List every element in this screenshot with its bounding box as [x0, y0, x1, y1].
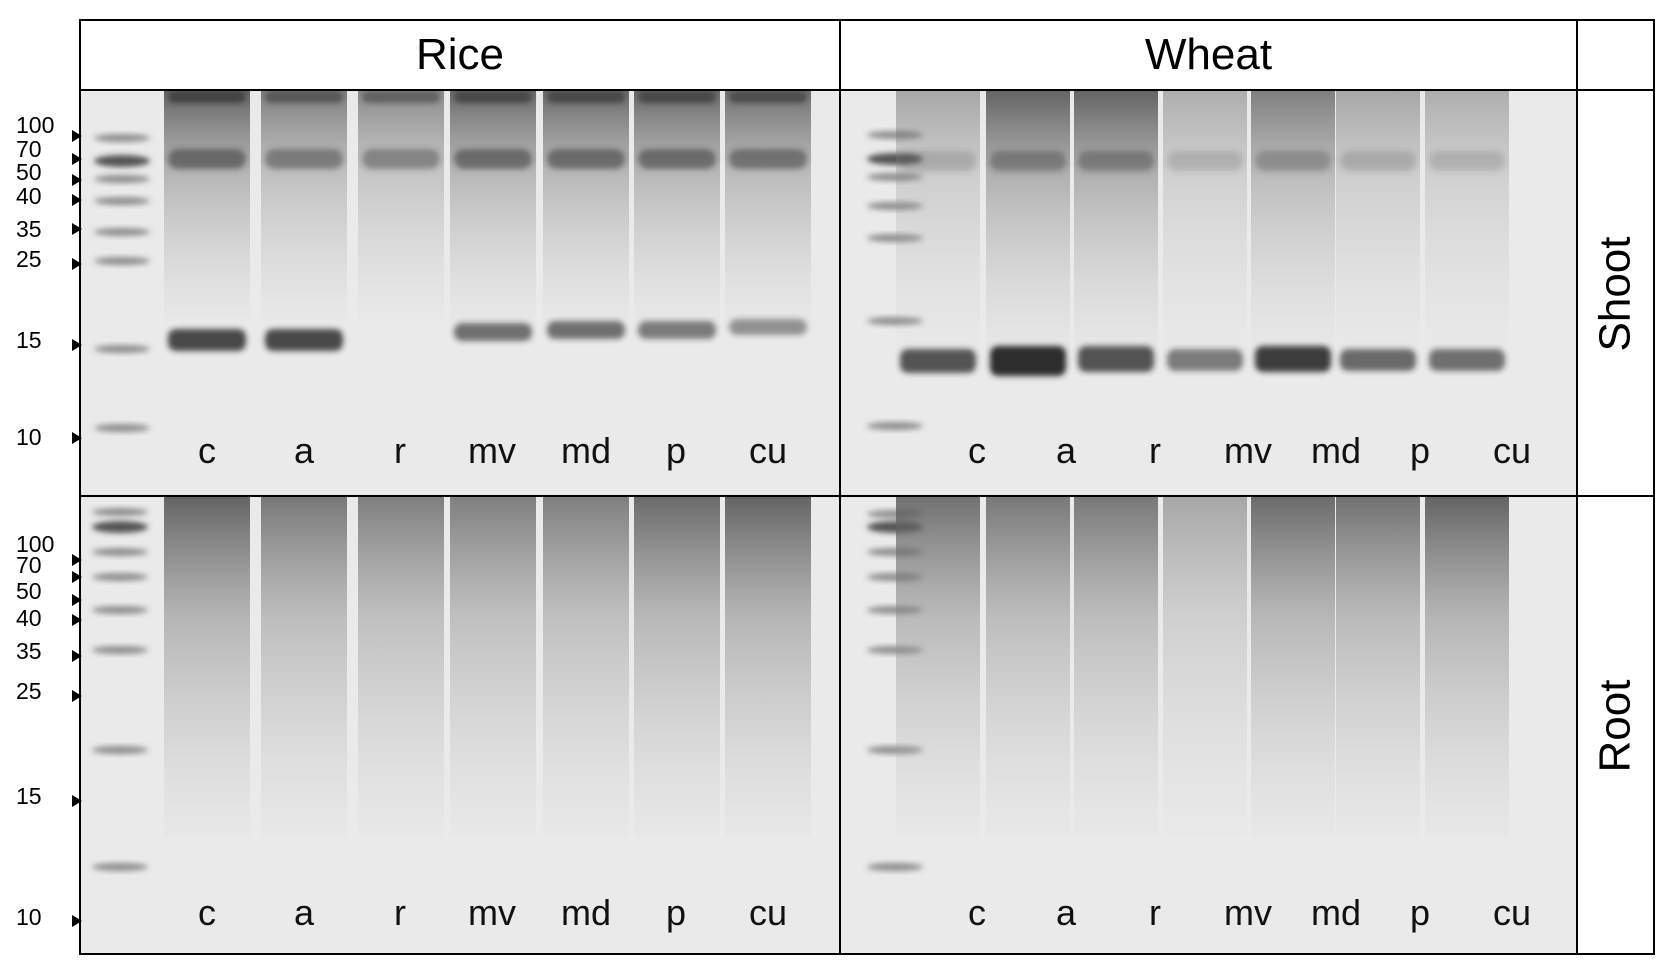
row-label-shoot: Shoot [1590, 236, 1640, 351]
frame-bottom [79, 953, 1655, 955]
lane-label-wheat-root: c [968, 892, 986, 933]
gel-rice-shoot-image [80, 91, 840, 496]
lane-label-rice-shoot: p [665, 430, 687, 471]
lane-label-rice-root: md [560, 892, 612, 933]
lane-label-rice-root: cu [748, 892, 788, 933]
lane-label-wheat-shoot: c [968, 430, 986, 471]
lane-label-wheat-shoot: md [1310, 430, 1362, 471]
marker-arrow-icon [66, 545, 82, 572]
marker-root-35: 35 [16, 638, 42, 664]
marker-arrow-icon [66, 423, 82, 450]
marker-shoot-10: 10 [16, 424, 42, 450]
gel-rice-shoot [80, 91, 840, 496]
marker-arrow-icon [66, 330, 82, 357]
marker-arrow-icon [66, 165, 82, 192]
gel-rice-root-image [80, 497, 840, 954]
marker-arrow-icon [66, 585, 82, 612]
lane-label-wheat-root: r [1149, 892, 1161, 933]
frame-right [1653, 19, 1655, 955]
gel-wheat-root-image [841, 497, 1576, 954]
marker-shoot-35: 35 [16, 216, 42, 242]
marker-arrow-icon [66, 786, 82, 813]
marker-arrow-icon [66, 144, 82, 171]
lane-label-wheat-shoot: mv [1224, 430, 1272, 471]
marker-arrow-icon [66, 605, 82, 632]
marker-shoot-40: 40 [16, 183, 42, 209]
gel-rice-root [80, 497, 840, 954]
lane-label-rice-root: a [293, 892, 315, 933]
marker-root-15: 15 [16, 783, 42, 809]
marker-root-70: 70 [16, 552, 42, 578]
marker-arrow-icon [66, 249, 82, 276]
lane-label-wheat-root: p [1409, 892, 1431, 933]
lane-label-rice-shoot: mv [468, 430, 516, 471]
marker-arrow-icon [66, 185, 82, 212]
gel-wheat-root [841, 497, 1576, 954]
column-header-wheat: Wheat [1144, 30, 1273, 79]
row-label-root: Root [1590, 679, 1640, 772]
frame-left [79, 19, 81, 955]
lane-label-wheat-root: mv [1224, 892, 1272, 933]
frame-middle-vertical [839, 19, 841, 955]
lane-label-wheat-shoot: r [1149, 430, 1161, 471]
lane-label-rice-shoot: md [560, 430, 612, 471]
frame-label-column [1576, 19, 1578, 955]
marker-arrow-icon [66, 906, 82, 933]
marker-arrow-icon [66, 681, 82, 708]
marker-shoot-100: 100 [16, 112, 55, 138]
marker-shoot-25: 25 [16, 246, 42, 272]
marker-arrow-icon [66, 562, 82, 589]
lane-label-wheat-root: a [1055, 892, 1077, 933]
lane-label-wheat-shoot: cu [1492, 430, 1532, 471]
marker-shoot-70: 70 [16, 136, 42, 162]
lane-label-rice-shoot: a [293, 430, 315, 471]
column-header-rice: Rice [415, 30, 505, 79]
marker-root-10: 10 [16, 904, 42, 930]
lane-label-rice-root: c [198, 892, 216, 933]
lane-label-rice-root: r [394, 892, 406, 933]
marker-shoot-50: 50 [16, 159, 42, 185]
marker-shoot-15: 15 [16, 327, 42, 353]
lane-label-wheat-root: cu [1492, 892, 1532, 933]
frame-row-divider [79, 495, 1655, 497]
marker-arrow-icon [66, 121, 82, 148]
marker-root-25: 25 [16, 678, 42, 704]
marker-arrow-icon [66, 214, 82, 241]
frame-header-divider [79, 89, 1655, 91]
lane-label-rice-shoot: r [394, 430, 406, 471]
lane-label-rice-root: p [665, 892, 687, 933]
marker-root-100: 100 [16, 531, 55, 557]
gel-wheat-shoot [841, 91, 1576, 496]
marker-root-40: 40 [16, 605, 42, 631]
lane-label-rice-root: mv [468, 892, 516, 933]
lane-label-wheat-root: md [1310, 892, 1362, 933]
marker-arrow-icon [66, 641, 82, 668]
marker-root-50: 50 [16, 578, 42, 604]
lane-label-rice-shoot: c [198, 430, 216, 471]
frame-top [79, 19, 1655, 21]
gel-wheat-shoot-image [841, 91, 1576, 496]
lane-label-rice-shoot: cu [748, 430, 788, 471]
lane-label-wheat-shoot: a [1055, 430, 1077, 471]
lane-label-wheat-shoot: p [1409, 430, 1431, 471]
